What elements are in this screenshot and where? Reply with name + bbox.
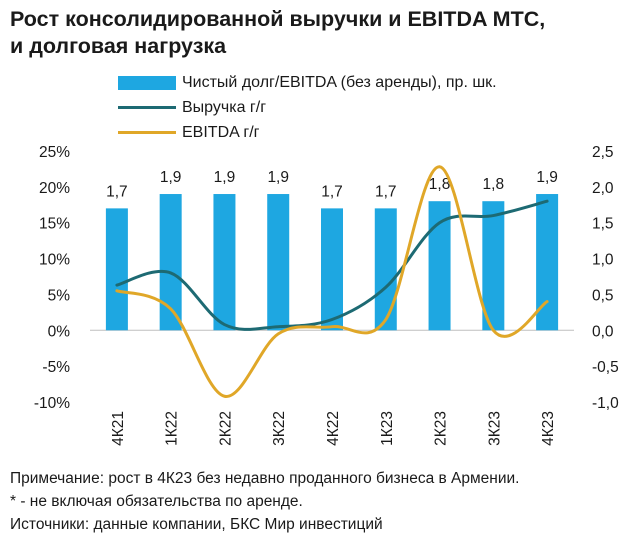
bar-net-debt-ebitda (267, 194, 290, 331)
y-right-tick-label: 1,0 (592, 252, 614, 269)
bar-data-label: 1,7 (106, 183, 128, 200)
legend-item-net-debt: Чистый долг/EBITDA (без аренды), пр. шк. (118, 70, 497, 95)
y-right-tick-label: -1,0 (592, 395, 619, 412)
bar-net-debt-ebitda (105, 208, 128, 331)
note-footnote: * - не включая обязательства по аренде. (10, 493, 303, 510)
bar-net-debt-ebitda (321, 208, 343, 331)
bar-data-label: 1,8 (429, 176, 451, 193)
legend-label-revenue: Выручка г/г (182, 98, 267, 116)
legend-item-ebitda: EBITDA г/г (118, 120, 497, 145)
bar-data-label: 1,7 (375, 183, 397, 200)
chart-title: Рост консолидированной выручки и EBITDA … (10, 6, 635, 60)
x-tick-label: 1К22 (164, 411, 181, 446)
bar-data-label: 1,9 (214, 169, 236, 186)
chart-title-line2: и долговая нагрузка (10, 34, 227, 58)
y-left-tick-label: 10% (39, 252, 70, 269)
legend-item-revenue: Выручка г/г (118, 95, 497, 120)
y-left-tick-label: 25% (39, 144, 70, 161)
bar-data-label: 1,8 (483, 176, 505, 193)
bar-net-debt-ebitda (482, 201, 505, 331)
x-tick-label: 4К21 (110, 411, 127, 446)
x-tick-label: 2К23 (433, 411, 450, 446)
bar-data-label: 1,9 (267, 169, 289, 186)
legend-label-net-debt: Чистый долг/EBITDA (без аренды), пр. шк. (182, 73, 497, 91)
y-right-tick-label: 1,5 (592, 216, 614, 233)
x-tick-label: 2К22 (217, 411, 234, 446)
x-tick-label: 3К23 (486, 411, 503, 446)
chart-legend: Чистый долг/EBITDA (без аренды), пр. шк.… (118, 70, 497, 145)
chart-notes: Примечание: рост в 4К23 без недавно прод… (10, 467, 519, 536)
x-tick-label: 4К23 (540, 411, 557, 446)
y-left-tick-label: -5% (42, 359, 70, 376)
y-left-tick-label: 0% (48, 323, 71, 340)
line-revenue-yoy (115, 199, 549, 331)
legend-label-ebitda: EBITDA г/г (182, 123, 260, 141)
bar-net-debt-ebitda (159, 194, 182, 331)
y-right-tick-label: 0,5 (592, 287, 614, 304)
y-left-tick-label: 5% (48, 287, 71, 304)
y-right-tick-label: 0,0 (592, 323, 614, 340)
y-right-tick-label: 2,5 (592, 144, 614, 161)
bar-net-debt-ebitda (213, 194, 236, 331)
x-tick-label: 1К23 (379, 411, 396, 446)
legend-swatch-revenue-line (118, 106, 176, 109)
y-left-tick-label: 20% (39, 180, 70, 197)
line-ebitda-yoy (115, 165, 549, 398)
x-tick-label: 3К22 (271, 411, 288, 446)
legend-swatch-ebitda-line (118, 131, 176, 134)
bar-data-label: 1,9 (536, 169, 558, 186)
y-left-tick-label: 15% (39, 216, 70, 233)
bar-net-debt-ebitda (374, 208, 397, 331)
bar-net-debt-ebitda (428, 201, 451, 331)
bar-data-label: 1,7 (321, 183, 343, 200)
x-tick-label: 4К22 (325, 411, 342, 446)
y-right-tick-label: -0,5 (592, 359, 619, 376)
chart-title-line1: Рост консолидированной выручки и EBITDA … (10, 7, 546, 31)
note-sources: Источники: данные компании, БКС Мир инве… (10, 516, 383, 533)
y-right-tick-label: 2,0 (592, 180, 614, 197)
bar-net-debt-ebitda (536, 194, 559, 331)
y-left-tick-label: -10% (34, 395, 70, 412)
note-remark: Примечание: рост в 4К23 без недавно прод… (10, 470, 520, 487)
bar-data-label: 1,9 (160, 169, 182, 186)
legend-swatch-bar (118, 75, 176, 90)
